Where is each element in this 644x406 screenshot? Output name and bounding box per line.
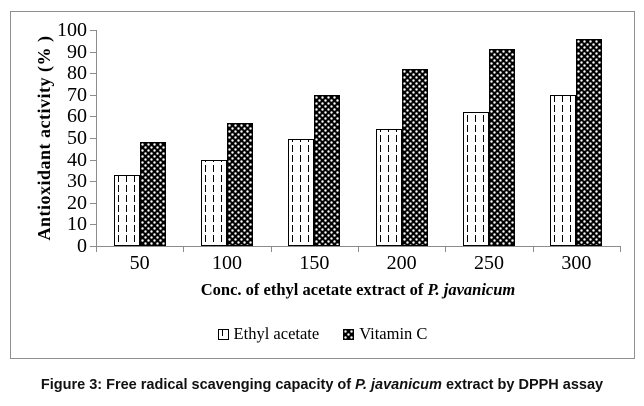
y-axis-line bbox=[96, 30, 97, 246]
bar-vitamin-c-250 bbox=[489, 49, 515, 246]
y-tick-label: 50 bbox=[67, 127, 87, 149]
y-tick-mark bbox=[90, 224, 96, 226]
bar-vitamin-c-150 bbox=[314, 94, 341, 246]
x-tick-label: 100 bbox=[211, 252, 242, 274]
y-tick-label: 70 bbox=[67, 83, 87, 106]
legend-label: Vitamin C bbox=[359, 324, 428, 343]
y-tick-mark bbox=[90, 159, 96, 161]
y-tick-mark bbox=[90, 246, 96, 247]
y-tick-mark bbox=[90, 181, 96, 183]
x-tick-mark bbox=[358, 246, 359, 252]
y-tick-mark bbox=[90, 116, 96, 118]
x-axis-line bbox=[90, 246, 621, 247]
x-tick-label: 200 bbox=[386, 252, 417, 274]
x-tick-label: 250 bbox=[473, 252, 504, 274]
y-tick-mark bbox=[90, 202, 96, 204]
x-axis-title: Conc. of ethyl acetate extract of P. jav… bbox=[96, 278, 620, 302]
y-tick-label: 80 bbox=[67, 62, 87, 85]
x-tick-label: 300 bbox=[561, 252, 592, 274]
bar-vitamin-c-300 bbox=[576, 38, 603, 246]
caption-text: Figure 3: Free radical scavenging capaci… bbox=[40, 377, 356, 393]
caption-text-suffix: extract by DPPH assay bbox=[441, 377, 604, 393]
bar-ethyl-acetate-300 bbox=[550, 94, 577, 246]
legend-item-vitamin-c: Vitamin C bbox=[343, 325, 427, 343]
bar-ethyl-acetate-150 bbox=[288, 139, 315, 246]
y-tick-mark bbox=[90, 73, 96, 75]
bar-vitamin-c-50 bbox=[139, 142, 166, 246]
x-axis-title-text: Conc. of ethyl acetate extract of bbox=[200, 280, 428, 299]
legend-swatch-light-dashed-icon bbox=[217, 328, 229, 340]
y-tick-label: 20 bbox=[67, 191, 87, 214]
y-tick-mark bbox=[90, 94, 96, 96]
bar-vitamin-c-100 bbox=[227, 122, 253, 246]
chart-frame: Antioxidant activity (% ) Conc. of ethyl… bbox=[10, 11, 635, 359]
bar-ethyl-acetate-200 bbox=[375, 129, 402, 246]
y-tick-mark bbox=[90, 30, 96, 31]
figure-caption: Figure 3: Free radical scavenging capaci… bbox=[0, 373, 644, 397]
y-tick-label: 100 bbox=[57, 19, 87, 41]
y-tick-label: 0 bbox=[77, 235, 87, 257]
x-tick-mark bbox=[96, 246, 97, 252]
y-tick-label: 90 bbox=[67, 40, 87, 63]
bar-ethyl-acetate-50 bbox=[113, 174, 140, 246]
bar-ethyl-acetate-250 bbox=[463, 112, 489, 246]
y-tick-label: 10 bbox=[67, 213, 87, 236]
legend-item-ethyl-acetate: Ethyl acetate bbox=[217, 324, 320, 343]
y-tick-mark bbox=[90, 138, 96, 139]
y-tick-mark bbox=[90, 51, 96, 53]
x-tick-mark bbox=[620, 246, 621, 252]
x-tick-mark bbox=[270, 246, 272, 252]
chart-legend: Ethyl acetate Vitamin C bbox=[11, 322, 634, 346]
x-tick-label: 50 bbox=[129, 252, 150, 274]
y-tick-label: 30 bbox=[67, 170, 87, 193]
x-tick-mark bbox=[532, 246, 534, 252]
x-tick-label: 150 bbox=[299, 252, 330, 274]
legend-label: Ethyl acetate bbox=[233, 324, 320, 343]
x-axis-title-species: P. javanicum bbox=[427, 280, 516, 299]
legend-swatch-dark-dotted-icon bbox=[343, 328, 355, 340]
bar-vitamin-c-200 bbox=[401, 68, 428, 246]
bar-ethyl-acetate-100 bbox=[201, 159, 227, 246]
y-tick-label: 60 bbox=[67, 105, 87, 128]
x-tick-mark bbox=[183, 246, 185, 252]
caption-species: P. javanicum bbox=[355, 377, 442, 393]
x-tick-mark bbox=[445, 246, 447, 252]
y-tick-label: 40 bbox=[67, 148, 87, 171]
